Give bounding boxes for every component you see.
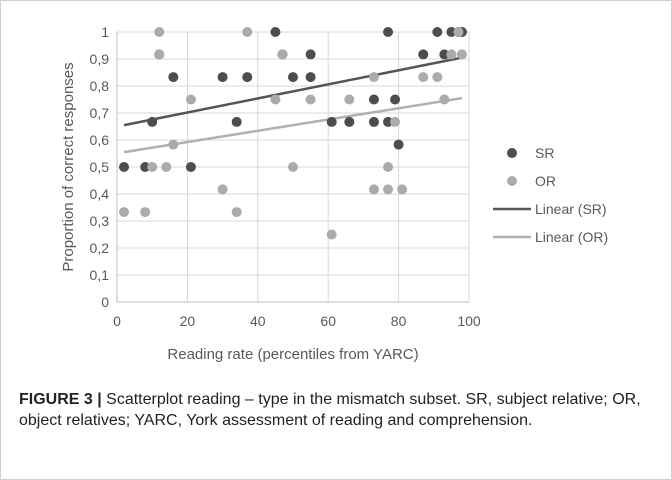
y-tick-label: 0,1 xyxy=(90,267,110,283)
data-point-sr xyxy=(305,72,316,83)
data-point-or xyxy=(242,27,253,37)
x-tick-label: 100 xyxy=(457,313,481,329)
x-tick-label: 80 xyxy=(391,313,407,329)
data-point-sr xyxy=(147,116,158,127)
data-point-or xyxy=(154,49,165,60)
data-point-sr xyxy=(344,116,355,127)
data-point-sr xyxy=(418,49,429,60)
legend-label: SR xyxy=(535,145,554,161)
caption-text: Scatterplot reading – type in the mismat… xyxy=(19,391,641,429)
trendline-linear-sr xyxy=(123,56,463,127)
data-point-or xyxy=(277,49,288,60)
y-tick-label: 0,6 xyxy=(90,132,110,148)
caption-label: FIGURE 3 | xyxy=(19,391,102,408)
data-point-sr xyxy=(288,72,298,83)
data-point-or xyxy=(161,162,172,172)
figure-caption: FIGURE 3 | Scatterplot reading – type in… xyxy=(19,389,655,431)
y-tick-label: 0,2 xyxy=(90,240,110,256)
data-point-sr xyxy=(231,116,242,127)
y-tick-label: 0,5 xyxy=(90,159,110,175)
data-point-or xyxy=(432,72,443,83)
data-point-sr xyxy=(242,72,253,83)
data-point-or xyxy=(383,184,394,195)
trendline-linear-or xyxy=(123,96,463,154)
data-point-sr xyxy=(446,27,457,37)
data-point-or xyxy=(326,229,337,240)
x-axis-label: Reading rate (percentiles from YARC) xyxy=(167,346,418,363)
legend: SR OR Linear (SR) Linear (OR) xyxy=(493,145,608,245)
tick-labels: 0 0,1 0,2 0,3 0,4 0,5 0,6 0,7 0,8 0,9 1 0 20 40 60 80 10… xyxy=(90,24,481,329)
y-tick-label: 0,8 xyxy=(90,78,110,94)
data-point-or xyxy=(168,139,179,150)
data-point-sr xyxy=(119,162,130,172)
data-point-sr xyxy=(390,94,401,105)
y-tick-label: 0 xyxy=(101,294,109,310)
data-point-or xyxy=(231,207,242,218)
legend-label: Linear (OR) xyxy=(535,229,608,245)
data-point-or xyxy=(119,207,130,218)
x-tick-label: 60 xyxy=(320,313,336,329)
data-point-or xyxy=(154,27,165,37)
scatter-chart: 0 0,1 0,2 0,3 0,4 0,5 0,6 0,7 0,8 0,9 1 0 20 40 60 80 10… xyxy=(60,24,608,363)
x-tick-label: 40 xyxy=(250,313,266,329)
data-points xyxy=(119,27,467,240)
data-point-sr xyxy=(326,116,337,127)
data-point-or xyxy=(446,49,457,60)
legend-marker xyxy=(507,176,517,186)
legend-label: OR xyxy=(535,173,556,189)
data-point-or xyxy=(418,72,429,83)
trendlines xyxy=(123,56,463,154)
data-point-or xyxy=(217,184,228,195)
data-point-or xyxy=(456,49,467,60)
y-axis-label: Proportion of correct responses xyxy=(60,62,77,271)
data-point-sr xyxy=(439,49,450,60)
data-point-or xyxy=(140,207,151,218)
data-point-sr xyxy=(305,49,316,60)
chart-area: 0 0,1 0,2 0,3 0,4 0,5 0,6 0,7 0,8 0,9 1 0 20 40 60 80 10… xyxy=(1,1,672,371)
data-point-sr xyxy=(168,72,179,83)
data-point-sr xyxy=(185,162,196,172)
data-point-or xyxy=(453,27,464,37)
data-point-sr xyxy=(270,27,281,37)
data-point-sr xyxy=(368,94,379,105)
data-point-sr xyxy=(383,27,394,37)
legend-label: Linear (SR) xyxy=(535,201,607,217)
y-tick-label: 0,7 xyxy=(90,105,110,121)
x-tick-label: 20 xyxy=(180,313,196,329)
data-point-sr xyxy=(140,162,151,172)
data-point-sr xyxy=(432,27,443,37)
data-point-sr xyxy=(383,116,394,127)
data-point-sr xyxy=(368,116,379,127)
data-point-or xyxy=(305,94,316,105)
data-point-or xyxy=(147,162,158,172)
y-tick-label: 1 xyxy=(101,24,109,40)
x-tick-label: 0 xyxy=(113,313,121,329)
data-point-or xyxy=(288,162,298,172)
data-point-or xyxy=(185,94,196,105)
axes xyxy=(116,32,469,303)
data-point-or xyxy=(368,184,379,195)
data-point-sr xyxy=(393,139,404,150)
data-point-or xyxy=(383,162,394,172)
legend-marker xyxy=(507,148,517,158)
data-point-or xyxy=(439,94,450,105)
data-point-sr xyxy=(217,72,228,83)
data-point-or xyxy=(270,94,281,105)
data-point-or xyxy=(397,184,408,195)
data-point-or xyxy=(390,116,401,127)
data-point-or xyxy=(344,94,355,105)
y-tick-label: 0,9 xyxy=(90,51,110,67)
y-tick-label: 0,4 xyxy=(90,186,110,202)
data-point-or xyxy=(368,72,379,83)
y-tick-label: 0,3 xyxy=(90,213,110,229)
